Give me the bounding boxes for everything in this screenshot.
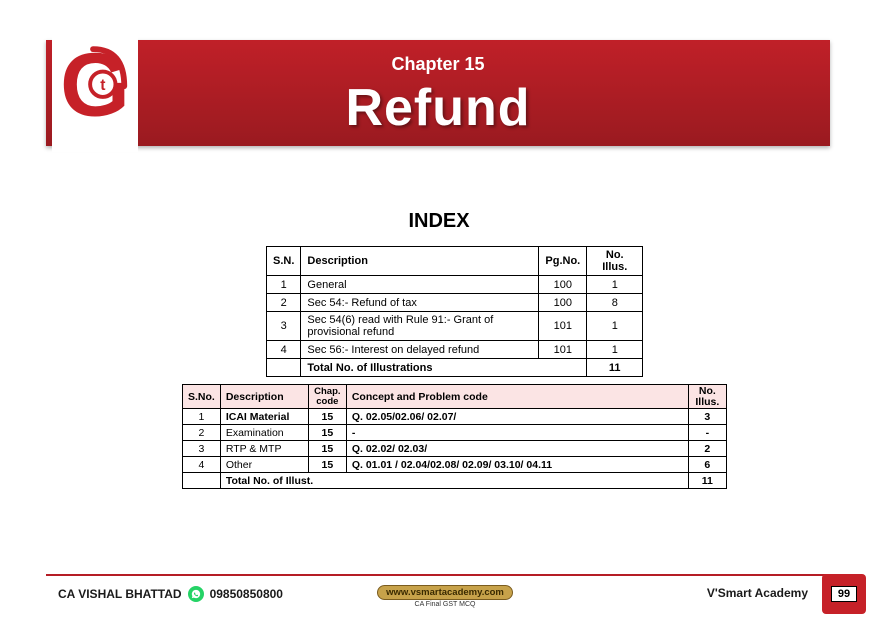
total-value: 11	[688, 473, 726, 489]
table-row: 2 Sec 54:- Refund of tax 100 8	[267, 294, 643, 312]
th2-concept: Concept and Problem code	[346, 385, 688, 409]
cell-sn: 3	[183, 441, 221, 457]
table-row: 3 Sec 54(6) read with Rule 91:- Grant of…	[267, 312, 643, 341]
table-total-row: Total No. of Illust. 11	[183, 473, 727, 489]
cell-sn: 4	[267, 341, 301, 359]
chapter-number: Chapter 15	[46, 54, 830, 75]
cell-chap: 15	[308, 457, 346, 473]
cell-sn: 2	[267, 294, 301, 312]
cell-ill: 1	[587, 341, 643, 359]
index-table: S.N. Description Pg.No. No. Illus. 1 Gen…	[266, 246, 643, 377]
table-row: 1 General 100 1	[267, 276, 643, 294]
academy-name: V'Smart Academy	[707, 586, 808, 600]
cell-sn: 4	[183, 457, 221, 473]
phone-number: 09850850800	[210, 587, 283, 601]
th2-description: Description	[220, 385, 308, 409]
footer-url-block: www.vsmartacademy.com CA Final GST MCQ	[368, 582, 522, 608]
th2-no-illus: No. Illus.	[688, 385, 726, 409]
cell-conc: Q. 01.01 / 02.04/02.08/ 02.09/ 03.10/ 04…	[346, 457, 688, 473]
page-number: 99	[831, 586, 857, 602]
cell-ill: 3	[688, 409, 726, 425]
cell-sn: 2	[183, 425, 221, 441]
table-row: 1 ICAI Material 15 Q. 02.05/02.06/ 02.07…	[183, 409, 727, 425]
table-row: 4 Other 15 Q. 01.01 / 02.04/02.08/ 02.09…	[183, 457, 727, 473]
cell-desc: ICAI Material	[220, 409, 308, 425]
cell-ill: 6	[688, 457, 726, 473]
cell-sn: 1	[183, 409, 221, 425]
cell-desc: Sec 54(6) read with Rule 91:- Grant of p…	[301, 312, 539, 341]
cell-chap: 15	[308, 425, 346, 441]
cell-desc: RTP & MTP	[220, 441, 308, 457]
cell-desc: Sec 56:- Interest on delayed refund	[301, 341, 539, 359]
th-sn: S.N.	[267, 247, 301, 276]
cell-pg: 101	[539, 312, 587, 341]
cell-chap: 15	[308, 441, 346, 457]
cell-ill: 2	[688, 441, 726, 457]
cell-sn: 3	[267, 312, 301, 341]
table-row: 4 Sec 56:- Interest on delayed refund 10…	[267, 341, 643, 359]
cell-desc: Other	[220, 457, 308, 473]
footer-author-block: CA VISHAL BHATTAD 09850850800	[58, 586, 283, 602]
chapter-title: Refund	[46, 78, 830, 138]
total-label: Total No. of Illustrations	[301, 359, 587, 377]
th-no-illus: No. Illus.	[587, 247, 643, 276]
cell-ill: -	[688, 425, 726, 441]
cell-pg: 100	[539, 276, 587, 294]
cell-ill: 8	[587, 294, 643, 312]
cell-ill: 1	[587, 276, 643, 294]
page-number-badge: 99	[822, 574, 866, 614]
cell-ill: 1	[587, 312, 643, 341]
cell-conc: Q. 02.05/02.06/ 02.07/	[346, 409, 688, 425]
cell-sn: 1	[267, 276, 301, 294]
cell-conc: -	[346, 425, 688, 441]
cell-pg: 100	[539, 294, 587, 312]
th-page-no: Pg.No.	[539, 247, 587, 276]
total-label: Total No. of Illust.	[220, 473, 688, 489]
table-row: 3 RTP & MTP 15 Q. 02.02/ 02.03/ 2	[183, 441, 727, 457]
cell-chap: 15	[308, 409, 346, 425]
index-heading: INDEX	[0, 210, 878, 233]
cell-desc: Examination	[220, 425, 308, 441]
table-total-row: Total No. of Illustrations 11	[267, 359, 643, 377]
table-row: 2 Examination 15 - -	[183, 425, 727, 441]
chapter-banner: G t Chapter 15 Refund	[46, 40, 830, 146]
cell-desc: Sec 54:- Refund of tax	[301, 294, 539, 312]
whatsapp-icon	[188, 586, 204, 602]
total-value: 11	[587, 359, 643, 377]
website-url: www.vsmartacademy.com	[377, 585, 513, 600]
th2-sn: S.No.	[183, 385, 221, 409]
author-name: CA VISHAL BHATTAD	[58, 587, 182, 601]
source-table: S.No. Description Chap. code Concept and…	[182, 384, 727, 489]
cell-pg: 101	[539, 341, 587, 359]
website-subtitle: CA Final GST MCQ	[368, 601, 522, 608]
th-description: Description	[301, 247, 539, 276]
footer-divider	[46, 574, 830, 576]
cell-desc: General	[301, 276, 539, 294]
cell-conc: Q. 02.02/ 02.03/	[346, 441, 688, 457]
th2-chap-code: Chap. code	[308, 385, 346, 409]
